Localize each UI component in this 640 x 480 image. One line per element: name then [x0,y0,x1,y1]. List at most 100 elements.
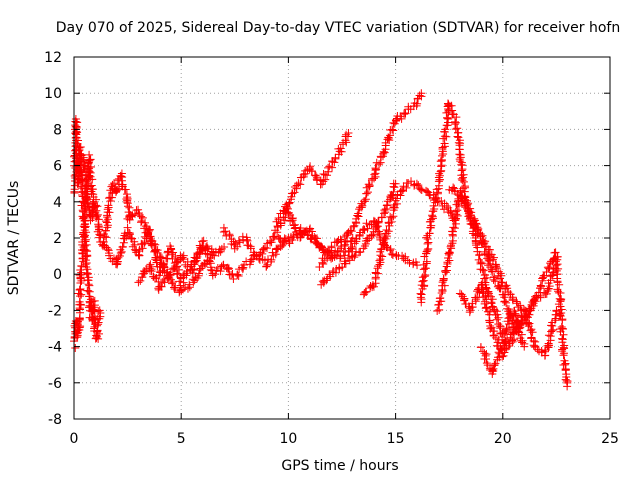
data-point [372,223,381,232]
y-tick-label: 4 [53,195,62,211]
data-point [285,237,294,246]
data-point [401,109,410,118]
data-point [457,290,466,299]
data-point [476,343,485,352]
data-point [330,250,339,259]
data-point [83,275,92,284]
data-point [553,260,562,269]
data-point [247,255,256,264]
data-point [93,210,102,219]
data-point [267,255,276,264]
data-point [134,278,143,287]
data-point [416,289,425,298]
data-point [440,281,449,290]
data-point [557,322,566,331]
data-point [100,232,109,241]
data-point [451,120,460,129]
data-point [136,276,145,285]
data-point [290,183,299,192]
data-point [201,260,210,269]
data-point [360,242,369,251]
data-point [382,225,391,234]
data-point [453,206,462,215]
data-point [267,238,276,247]
data-point [125,230,134,239]
data-point [93,202,102,211]
data-point [493,264,502,273]
data-point [141,218,150,227]
data-point [104,215,113,224]
data-point [168,278,177,287]
data-point [170,284,179,293]
data-point [312,238,321,247]
data-point [371,164,380,173]
data-point [355,248,364,257]
data-point [134,250,143,259]
x-tick-label: 20 [494,431,512,447]
y-tick-label: -2 [48,303,62,319]
data-point [76,266,85,275]
data-point [531,342,540,351]
data-point [95,233,104,242]
data-point [337,237,346,246]
data-point [387,213,396,222]
data-point [199,236,208,245]
data-point [341,259,350,268]
data-point [425,191,434,200]
data-point [442,202,451,211]
data-point [498,346,507,355]
data-point [311,171,320,180]
data-point [417,89,426,98]
data-point [290,224,299,233]
data-point [450,224,459,233]
data-point [258,249,267,258]
data-point [268,248,277,257]
data-point [437,151,446,160]
data-point [83,187,92,196]
data-point [117,172,126,181]
data-point [446,241,455,250]
data-point [491,359,500,368]
data-point [157,282,166,291]
y-tick-label: -8 [48,412,62,428]
data-point [336,252,345,261]
data-point [559,351,568,360]
y-tick-label: 6 [53,159,62,175]
data-point [95,314,104,323]
data-point [71,344,80,353]
data-point [425,229,434,238]
data-point [493,353,502,362]
series-track-5 [123,205,229,297]
data-point [458,292,467,301]
data-point [95,306,104,315]
data-point [179,255,188,264]
data-point [157,253,166,262]
data-point [500,297,509,306]
data-point [348,234,357,242]
data-point [458,165,467,174]
data-point [484,261,493,270]
data-point [138,273,147,282]
data-point [559,330,568,339]
data-point [317,243,326,252]
data-point [443,260,452,269]
y-tick-label: 8 [53,122,62,138]
data-point [375,160,384,169]
data-point [296,180,305,189]
data-point [151,240,160,249]
data-point [443,113,452,122]
data-point [417,185,426,194]
data-point [112,186,121,195]
data-point [502,298,511,307]
data-point [209,248,218,257]
data-point [220,243,229,252]
data-point [269,232,278,241]
data-point [512,297,521,306]
data-point [228,269,237,278]
data-point [83,251,92,260]
data-point [490,273,499,282]
data-point [210,251,219,260]
data-point [274,214,283,223]
